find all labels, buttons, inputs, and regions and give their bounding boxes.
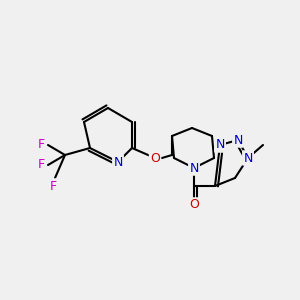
- Text: O: O: [150, 152, 160, 164]
- Text: N: N: [113, 155, 123, 169]
- Text: O: O: [189, 199, 199, 212]
- Text: N: N: [233, 134, 243, 146]
- Text: F: F: [38, 139, 45, 152]
- Text: F: F: [50, 179, 57, 193]
- Text: N: N: [189, 161, 199, 175]
- Text: N: N: [215, 139, 225, 152]
- Text: N: N: [243, 152, 253, 164]
- Text: F: F: [38, 158, 45, 172]
